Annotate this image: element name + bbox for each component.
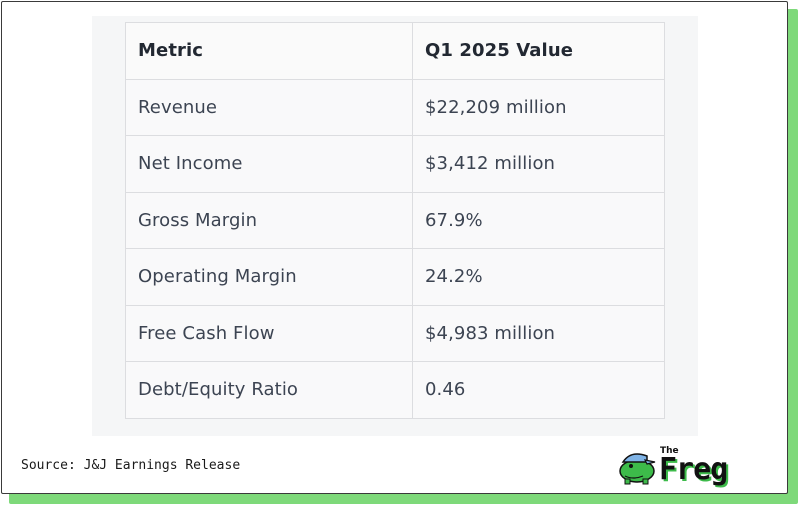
- card: Metric Q1 2025 Value Revenue $22,209 mil…: [1, 1, 788, 494]
- source-caption: Source: J&J Earnings Release: [21, 458, 241, 473]
- metric-cell: Debt/Equity Ratio: [125, 361, 413, 419]
- metric-cell: Gross Margin: [125, 191, 413, 249]
- metric-cell: Net Income: [125, 135, 413, 193]
- brand-logo[interactable]: The Freg: [617, 446, 762, 487]
- table-row: Net Income $3,412 million: [125, 135, 665, 193]
- table-row: Revenue $22,209 million: [125, 78, 665, 136]
- frog-icon: [619, 453, 656, 485]
- table-header-row: Metric Q1 2025 Value: [125, 22, 665, 80]
- column-header-metric: Metric: [125, 22, 413, 80]
- column-header-value: Q1 2025 Value: [412, 22, 665, 80]
- logo-prefix: The: [660, 446, 679, 456]
- table-row: Operating Margin 24.2%: [125, 248, 665, 306]
- metric-cell: Operating Margin: [125, 248, 413, 306]
- value-cell: $4,983 million: [412, 304, 665, 362]
- table-row: Free Cash Flow $4,983 million: [125, 304, 665, 362]
- value-cell: 24.2%: [412, 248, 665, 306]
- value-cell: 67.9%: [412, 191, 665, 249]
- value-cell: $22,209 million: [412, 78, 665, 136]
- value-cell: $3,412 million: [412, 135, 665, 193]
- table-panel: Metric Q1 2025 Value Revenue $22,209 mil…: [92, 16, 698, 436]
- table-row: Debt/Equity Ratio 0.46: [125, 361, 665, 419]
- table-row: Gross Margin 67.9%: [125, 191, 665, 249]
- logo-wordmark: Freg: [659, 452, 728, 487]
- metric-cell: Revenue: [125, 78, 413, 136]
- metrics-table: Metric Q1 2025 Value Revenue $22,209 mil…: [125, 22, 665, 419]
- value-cell: 0.46: [412, 361, 665, 419]
- metric-cell: Free Cash Flow: [125, 304, 413, 362]
